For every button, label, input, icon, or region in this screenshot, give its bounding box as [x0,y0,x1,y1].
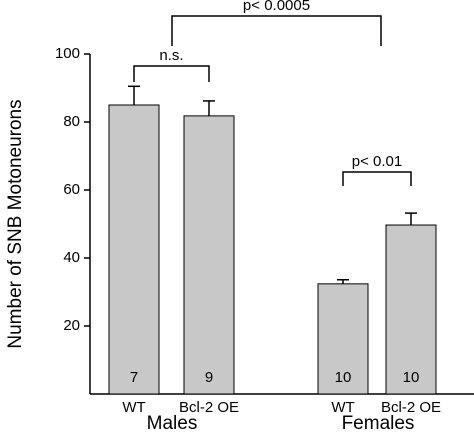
group-label: Females [342,413,415,434]
group-label: Males [147,413,198,434]
y-tick-label: 60 [63,181,80,198]
significance-bracket [171,15,382,46]
sample-size: 10 [335,369,352,386]
sample-size: 9 [205,369,213,386]
significance-bracket [133,65,210,82]
x-tick-label: Bcl-2 OE [179,399,239,416]
bar [183,115,235,395]
x-tick-label: Bcl-2 OE [381,399,441,416]
bar [317,283,369,395]
significance-label: p< 0.0005 [243,0,310,14]
y-tick-label: 20 [63,317,80,334]
y-tick-label: 100 [55,45,80,62]
y-tick-label: 80 [63,113,80,130]
sample-size: 10 [403,369,420,386]
x-tick-label: WT [122,399,145,416]
x-tick-label: WT [331,399,354,416]
y-axis-label: Number of SNB Motoneurons [5,99,26,348]
sample-size: 7 [130,369,138,386]
bar [385,224,437,395]
significance-bracket [342,171,412,186]
bar [108,104,160,395]
significance-label: n.s. [159,47,183,64]
y-tick-label: 40 [63,249,80,266]
significance-label: p< 0.01 [352,153,402,170]
